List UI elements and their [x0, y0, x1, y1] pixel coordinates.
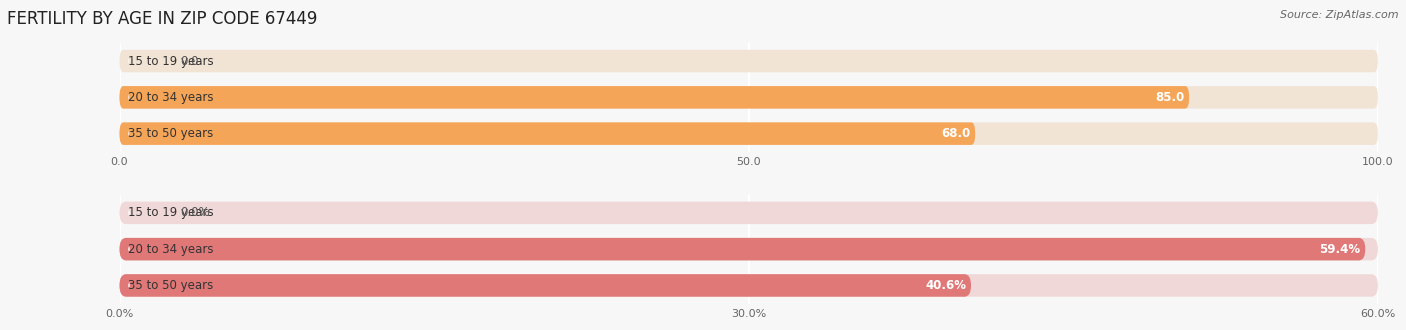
Text: 68.0: 68.0 [941, 127, 970, 140]
FancyBboxPatch shape [120, 274, 1378, 297]
Text: 15 to 19 years: 15 to 19 years [128, 54, 214, 68]
FancyBboxPatch shape [120, 122, 976, 145]
Text: 15 to 19 years: 15 to 19 years [128, 206, 214, 219]
FancyBboxPatch shape [120, 238, 1378, 260]
Text: 40.6%: 40.6% [925, 279, 966, 292]
Text: 0.0%: 0.0% [180, 206, 209, 219]
FancyBboxPatch shape [128, 246, 129, 252]
FancyBboxPatch shape [128, 210, 129, 216]
FancyBboxPatch shape [120, 86, 1378, 109]
FancyBboxPatch shape [120, 86, 1189, 109]
Text: 0.0: 0.0 [180, 54, 198, 68]
FancyBboxPatch shape [120, 122, 1378, 145]
Text: Source: ZipAtlas.com: Source: ZipAtlas.com [1281, 10, 1399, 20]
FancyBboxPatch shape [120, 238, 1365, 260]
Text: FERTILITY BY AGE IN ZIP CODE 67449: FERTILITY BY AGE IN ZIP CODE 67449 [7, 10, 318, 28]
Text: 85.0: 85.0 [1154, 91, 1184, 104]
FancyBboxPatch shape [120, 274, 972, 297]
FancyBboxPatch shape [120, 50, 1378, 72]
FancyBboxPatch shape [120, 202, 1378, 224]
Text: 35 to 50 years: 35 to 50 years [128, 279, 214, 292]
Text: 59.4%: 59.4% [1319, 243, 1360, 256]
FancyBboxPatch shape [128, 282, 129, 289]
Text: 35 to 50 years: 35 to 50 years [128, 127, 214, 140]
Text: 20 to 34 years: 20 to 34 years [128, 91, 214, 104]
Text: 20 to 34 years: 20 to 34 years [128, 243, 214, 256]
